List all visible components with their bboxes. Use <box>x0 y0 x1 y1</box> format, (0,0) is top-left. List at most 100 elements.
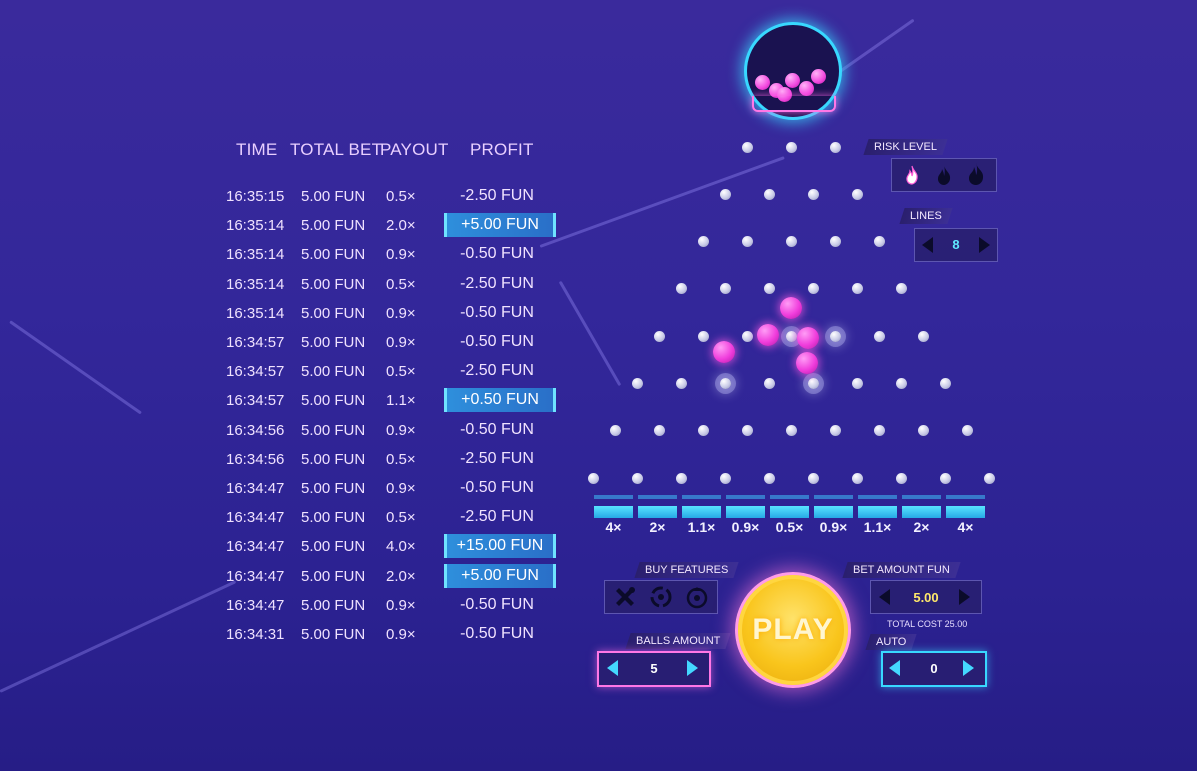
history-total-bet: 5.00 FUN <box>301 450 366 468</box>
history-time: 16:35:14 <box>226 275 285 293</box>
auto-label: AUTO <box>865 634 917 650</box>
balls-amount-value: 5 <box>650 661 658 676</box>
history-payout: 4.0× <box>386 538 416 556</box>
peg <box>785 236 797 248</box>
multiplier-label: 4× <box>957 519 974 535</box>
peg <box>675 472 687 484</box>
peg <box>939 378 951 389</box>
bet-decrease-arrow-icon[interactable] <box>879 589 890 605</box>
hopper-ball <box>777 87 792 102</box>
multiplier-label: 2× <box>913 519 930 535</box>
peg <box>807 378 819 389</box>
falling-ball <box>796 352 818 374</box>
bet-amount-selector: 5.00 <box>870 580 982 614</box>
falling-ball <box>797 327 819 349</box>
peg <box>873 236 885 248</box>
balls-increase-arrow-icon[interactable] <box>687 660 698 676</box>
balls-decrease-arrow-icon[interactable] <box>607 660 618 676</box>
history-payout: 2.0× <box>386 217 416 235</box>
slot-rim <box>682 495 721 499</box>
history-time: 16:35:15 <box>226 188 285 205</box>
bet-amount-value: 5.00 <box>913 590 939 605</box>
header-time: TIME <box>236 140 278 159</box>
slot-rim <box>814 495 853 499</box>
flame-low-icon[interactable] <box>898 161 926 189</box>
history-row: 16:34:31 5.00 FUN 0.9× -0.50 FUN <box>0 622 600 648</box>
multiplier-slot <box>682 506 721 518</box>
peg <box>675 378 687 389</box>
peg <box>851 378 863 389</box>
history-total-bet: 5.00 FUN <box>301 275 366 293</box>
history-payout: 0.5× <box>386 275 416 293</box>
buy-features-label: BUY FEATURES <box>634 562 739 578</box>
bet-amount-label: BET AMOUNT FUN <box>842 562 961 578</box>
multiplier-label: 4× <box>605 519 622 535</box>
lines-value: 8 <box>952 237 960 252</box>
history-total-bet: 5.00 FUN <box>301 334 366 351</box>
auto-increase-arrow-icon[interactable] <box>963 660 974 676</box>
peg <box>763 472 775 484</box>
peg <box>675 283 687 295</box>
hopper-ball <box>799 81 814 96</box>
history-time: 16:35:14 <box>226 246 285 264</box>
bet-increase-arrow-icon[interactable] <box>959 589 970 605</box>
history-profit: -0.50 FUN <box>460 625 534 642</box>
history-payout: 0.5× <box>386 509 416 527</box>
swirl-icon[interactable] <box>647 583 675 611</box>
history-total-bet: 5.00 FUN <box>301 509 366 527</box>
peg <box>697 425 709 437</box>
peg <box>741 330 753 342</box>
balls-amount-selector: 5 <box>597 651 711 687</box>
history-payout: 0.9× <box>386 626 416 643</box>
history-profit: -2.50 FUN <box>460 274 534 292</box>
history-payout: 0.9× <box>386 304 416 322</box>
history-total-bet: 5.00 FUN <box>301 538 366 556</box>
falling-ball <box>713 341 735 363</box>
peg <box>653 330 665 342</box>
history-total-bet: 5.00 FUN <box>301 304 366 322</box>
multiplier-label: 0.5× <box>775 519 804 535</box>
history-row: 16:34:57 5.00 FUN 0.5× -2.50 FUN <box>0 359 600 385</box>
peg <box>719 378 731 389</box>
hopper-ball <box>811 69 826 84</box>
history-time: 16:35:14 <box>226 217 285 235</box>
flame-high-icon[interactable] <box>962 160 990 188</box>
history-payout: 0.9× <box>386 480 416 497</box>
auto-selector: 0 <box>881 651 987 687</box>
history-total-bet: 5.00 FUN <box>301 188 366 205</box>
history-row: 16:35:14 5.00 FUN 0.9× -0.50 FUN <box>0 301 600 327</box>
total-cost: TOTAL COST 25.00 <box>887 619 968 629</box>
peg <box>631 472 643 484</box>
auto-decrease-arrow-icon[interactable] <box>889 660 900 676</box>
history-profit: -2.50 FUN <box>460 362 534 380</box>
history-total-bet: 5.00 FUN <box>301 596 366 614</box>
slot-rim <box>638 495 677 499</box>
lines-decrease-arrow-icon[interactable] <box>922 237 933 253</box>
history-payout: 2.0× <box>386 567 416 585</box>
slot-rim <box>946 495 985 499</box>
hopper-ball <box>785 73 800 88</box>
history-row: 16:34:57 5.00 FUN 0.9× -0.50 FUN <box>0 330 600 356</box>
history-profit: -2.50 FUN <box>460 508 534 526</box>
peg <box>829 425 841 437</box>
peg <box>829 141 841 153</box>
play-button[interactable]: PLAY <box>735 572 851 688</box>
history-payout: 1.1× <box>386 392 416 410</box>
history-payout: 0.5× <box>386 188 416 205</box>
history-profit: -0.50 FUN <box>460 420 534 438</box>
history-profit: -2.50 FUN <box>460 449 534 467</box>
multiplier-slot <box>594 506 633 518</box>
slot-rim <box>858 495 897 499</box>
history-time: 16:34:56 <box>226 421 285 439</box>
history-row: 16:34:56 5.00 FUN 0.5× -2.50 FUN <box>0 447 600 473</box>
balls-amount-label: BALLS AMOUNT <box>625 633 731 649</box>
peg <box>895 472 907 484</box>
history-time: 16:34:47 <box>226 596 285 614</box>
multiplier-slot <box>858 506 897 518</box>
history-time: 16:34:57 <box>226 334 285 351</box>
lines-increase-arrow-icon[interactable] <box>979 237 990 253</box>
flame-medium-icon[interactable] <box>930 161 958 189</box>
history-row: 16:35:14 5.00 FUN 0.9× -0.50 FUN <box>0 242 600 268</box>
radioactive-icon[interactable] <box>683 583 711 611</box>
cross-bomb-icon[interactable] <box>611 583 639 611</box>
